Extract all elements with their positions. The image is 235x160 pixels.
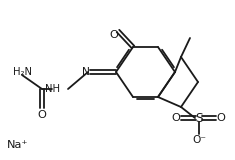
Text: S: S (195, 112, 203, 124)
Text: Na⁺: Na⁺ (7, 140, 29, 150)
Text: N: N (82, 67, 90, 77)
Text: O⁻: O⁻ (192, 135, 206, 145)
Text: O: O (217, 113, 225, 123)
Text: O: O (110, 30, 118, 40)
Text: H₂N: H₂N (12, 67, 31, 77)
Text: O: O (38, 110, 47, 120)
Text: NH: NH (45, 84, 60, 94)
Text: O: O (172, 113, 180, 123)
